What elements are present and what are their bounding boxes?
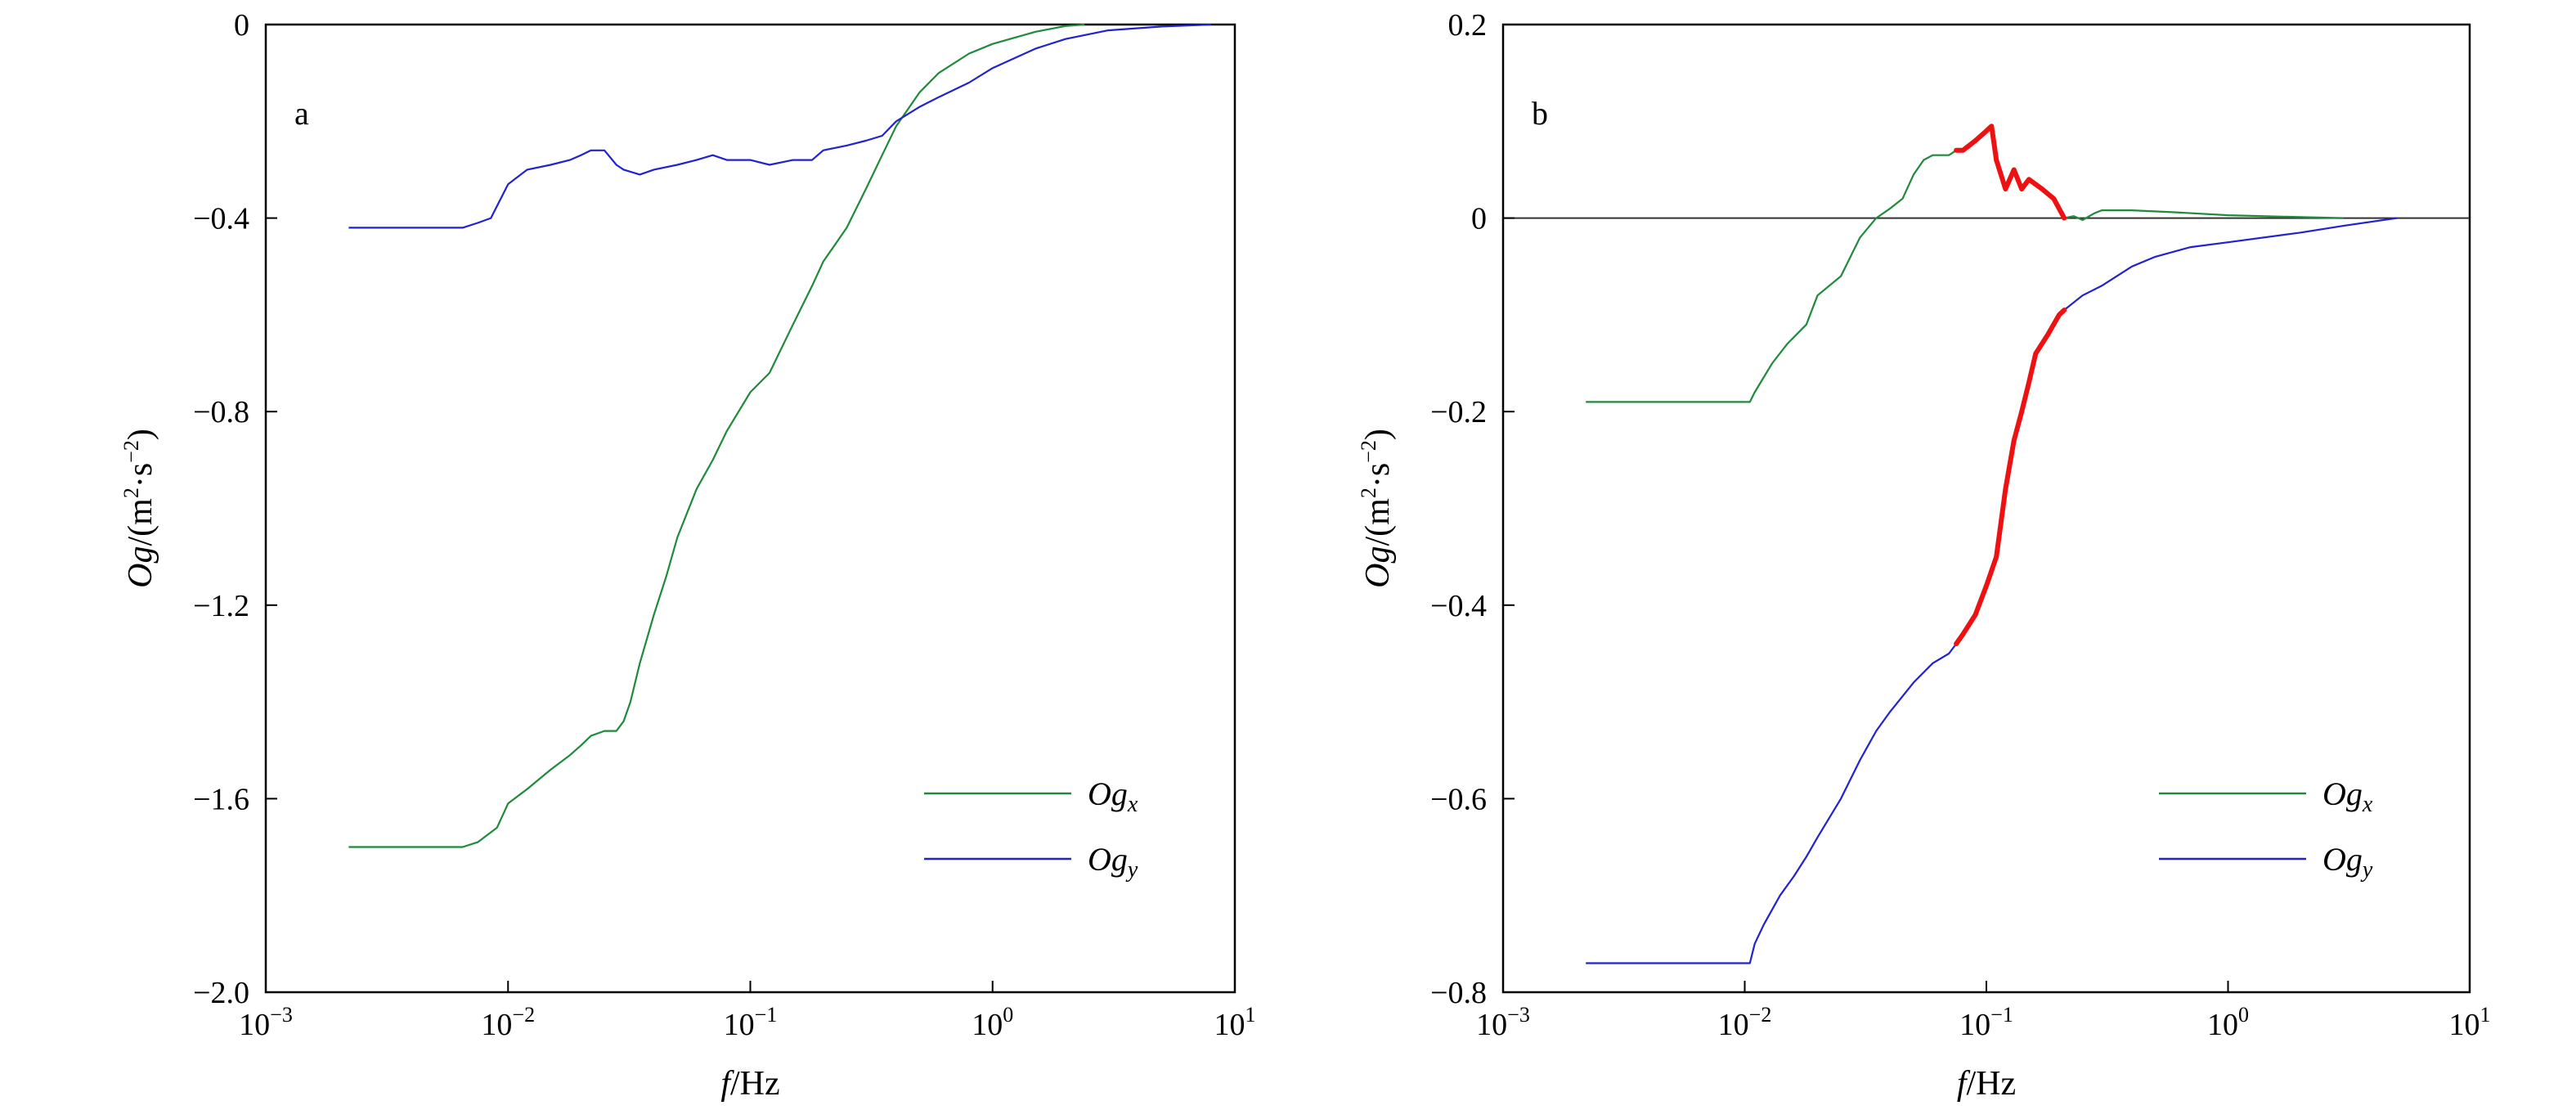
y-tick-label: −0.2 <box>1430 395 1487 429</box>
y-tick-label: −1.6 <box>193 782 249 816</box>
x-tick-label: 10−2 <box>1718 1003 1772 1042</box>
panel-label: b <box>1532 95 1548 132</box>
highlight-segment-Ogx <box>1954 124 2067 221</box>
y-tick-label: −0.4 <box>1430 589 1487 623</box>
legend-entry: Ogx <box>2322 775 2373 817</box>
y-tick-label: −0.6 <box>1430 782 1487 816</box>
x-tick-label: 100 <box>972 1003 1013 1042</box>
series-line-Ogy <box>348 23 1212 229</box>
series-line-Ogx <box>1586 125 2344 403</box>
y-tick-label: 0 <box>234 8 249 43</box>
y-tick-label: −0.4 <box>193 202 249 236</box>
highlight-segment-Ogy <box>1954 308 2067 647</box>
x-tick-label: 10−1 <box>724 1003 778 1042</box>
series-line-Ogy <box>1586 217 2398 964</box>
x-tick-label: 10−1 <box>1959 1003 2013 1042</box>
y-tick-label: −2.0 <box>193 976 249 1010</box>
x-axis-label: f/Hz <box>1957 1065 2016 1103</box>
x-tick-label: 100 <box>2207 1003 2249 1042</box>
y-axis-label: Og/(m2·s−2) <box>1357 429 1397 588</box>
x-tick-label: 101 <box>2449 1003 2491 1042</box>
x-tick-label: 101 <box>1214 1003 1256 1042</box>
panel-b: 10−3 10−2 10−1 100 101 0.2 0 −0.2 −0.4 −0.6 −0.8 b f… <box>1357 8 2491 1103</box>
y-tick-label: −0.8 <box>193 395 249 429</box>
y-tick-label: −0.8 <box>1430 976 1487 1010</box>
panel-label: a <box>294 95 309 132</box>
legend-entry: Ogy <box>1088 841 1138 883</box>
x-tick-label: 10−3 <box>1476 1003 1530 1042</box>
y-tick-label: 0.2 <box>1448 8 1488 43</box>
y-tick-label: −1.2 <box>193 589 249 623</box>
x-tick-label: 10−3 <box>239 1003 293 1042</box>
legend-entry: Ogx <box>1088 775 1138 817</box>
y-axis-label: Og/(m2·s−2) <box>119 429 159 588</box>
legend-entry: Ogy <box>2322 841 2373 883</box>
x-tick-label: 10−2 <box>481 1003 535 1042</box>
series-line-Ogx <box>348 23 1085 848</box>
x-axis-label: f/Hz <box>720 1065 779 1103</box>
panel-a: 10−3 10−2 10−1 100 101 0 −0.4 −0.8 −1.2 −1.6 −2.0 a… <box>119 8 1256 1103</box>
y-tick-label: 0 <box>1471 202 1487 236</box>
